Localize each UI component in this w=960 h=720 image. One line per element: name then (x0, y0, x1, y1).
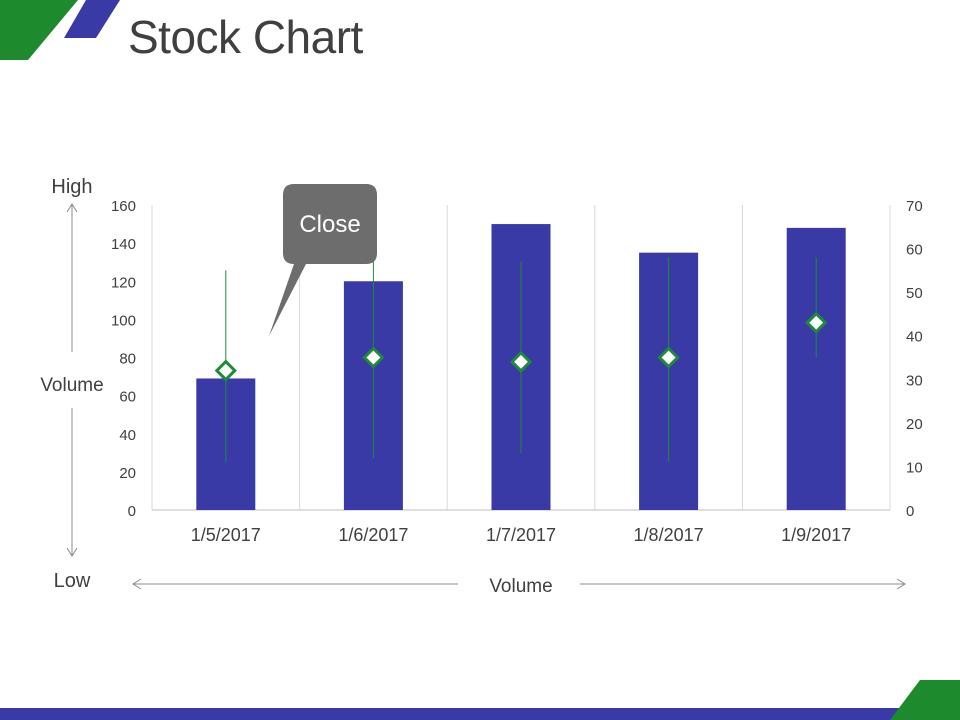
x-tick-label: 1/9/2017 (781, 525, 851, 545)
close-callout: Close (269, 184, 377, 336)
callout-bubble (269, 184, 377, 336)
page-title: Stock Chart (128, 11, 363, 63)
close-marker (805, 311, 828, 334)
close-marker (362, 346, 385, 369)
volume-left-arrow-head (132, 578, 142, 590)
y-right-tick-label: 30 (906, 372, 923, 389)
y-left-tick-label: 120 (111, 274, 136, 291)
y-left-tick-label: 20 (119, 465, 136, 482)
x-tick-label: 1/6/2017 (338, 525, 408, 545)
bottom-right-green-shape (890, 680, 960, 720)
y-right-tick-label: 10 (906, 459, 923, 476)
low-arrow-head (66, 547, 78, 557)
x-tick-label: 1/5/2017 (191, 525, 261, 545)
x-tick-label: 1/8/2017 (634, 525, 704, 545)
volume-bottom-label: Volume (489, 576, 552, 597)
y-right-tick-label: 0 (906, 503, 914, 520)
bottom-blue-strip (0, 708, 900, 720)
y-left-tick-label: 0 (128, 503, 136, 520)
y-left-tick-label: 140 (111, 236, 136, 253)
y-right-tick-label: 60 (906, 242, 923, 259)
plot-area: 0 20 40 60 80 100 120 140 160 0 10 20 30 40 50 60 70 1/5/… (111, 198, 923, 545)
close-marker (214, 359, 237, 382)
y-left-tick-label: 100 (111, 312, 136, 329)
high-arrow-head (66, 203, 78, 213)
y-right-tick-label: 70 (906, 198, 923, 215)
y-left-tick-label: 60 (119, 389, 136, 406)
volume-right-arrow-head (896, 578, 906, 590)
y-left-tick-label: 80 (119, 351, 136, 368)
y-left-tick-label: 160 (111, 198, 136, 215)
y-right-tick-label: 20 (906, 416, 923, 433)
low-label: Low (54, 570, 91, 592)
y-right-tick-label: 40 (906, 329, 923, 346)
close-marker (657, 346, 680, 369)
volume-left-label: Volume (40, 375, 103, 396)
y-right-tick-label: 50 (906, 285, 923, 302)
top-left-blue-shape (64, 0, 120, 38)
top-left-green-shape (0, 0, 78, 60)
high-label: High (51, 176, 92, 198)
close-marker (509, 350, 533, 373)
x-tick-label: 1/7/2017 (486, 525, 556, 545)
callout-text: Close (299, 211, 360, 238)
y-left-tick-label: 40 (119, 427, 136, 444)
